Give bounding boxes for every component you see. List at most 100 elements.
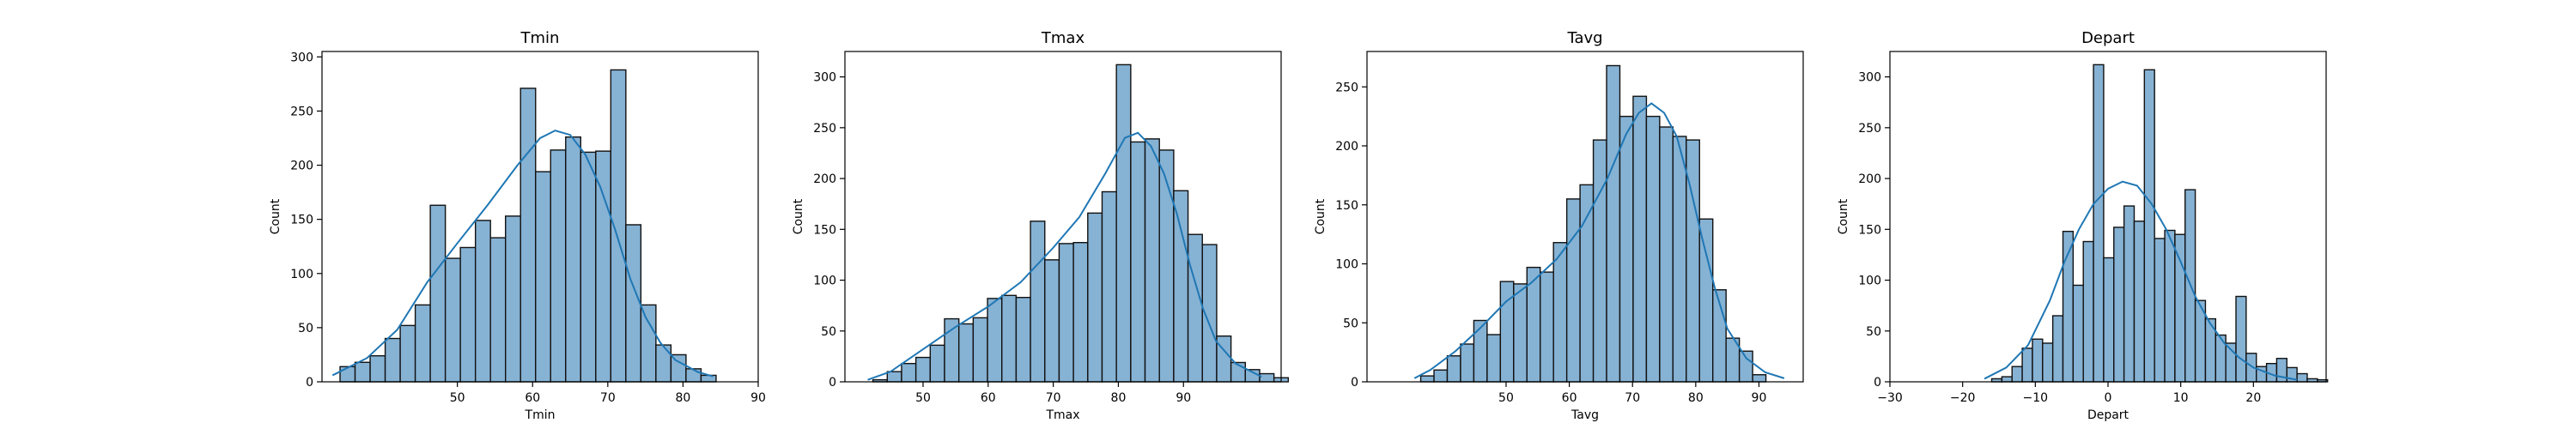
y-tick-label: 250 — [1858, 122, 1881, 136]
histogram-bar — [1158, 149, 1175, 383]
y-tick-label: 50 — [821, 325, 836, 339]
y-tick-label: 300 — [1858, 71, 1881, 85]
histogram-bar — [2082, 240, 2094, 383]
histogram-bar — [2174, 233, 2186, 383]
histogram-bar — [1460, 343, 1475, 383]
y-tick-label: 200 — [1858, 172, 1881, 186]
kde-line — [1413, 102, 1785, 379]
y-axis-label: Count — [1314, 198, 1327, 234]
x-tick-label: 0 — [2105, 391, 2112, 405]
histogram-bar — [2032, 338, 2044, 383]
histogram-bar — [565, 136, 582, 383]
x-tick-label: 80 — [1688, 391, 1704, 405]
histogram-bar — [2133, 221, 2146, 383]
chart-panel-depart: −30 −20 −10 0 10 20050100150200250300DepartDe… — [1837, 29, 2329, 422]
histogram-bar — [1101, 190, 1117, 383]
histogram-bar — [700, 374, 717, 383]
y-tick-label: 50 — [1866, 325, 1881, 339]
x-tick-label: 50 — [1498, 391, 1514, 405]
histogram-bar — [2072, 284, 2084, 383]
y-axis-label: Count — [1837, 198, 1850, 234]
x-tick-label: 50 — [915, 391, 931, 405]
histogram-bar — [957, 323, 975, 383]
histogram-bar — [1173, 190, 1189, 383]
chart-panel-tavg: 50 60 70 80 90 0 50 100 150 200 250 Tavg Tavg Count — [1314, 29, 1804, 422]
histogram-bar — [1473, 319, 1488, 383]
x-tick-label: 50 — [450, 391, 465, 405]
histogram-bar — [640, 304, 657, 383]
y-tick-label: 150 — [1335, 199, 1358, 213]
y-tick-label: 150 — [813, 223, 836, 237]
y-tick-label: 0 — [306, 376, 313, 390]
y-tick-label: 150 — [290, 214, 313, 227]
histogram-bar — [595, 150, 612, 383]
y-tick-label: 50 — [298, 322, 313, 335]
y-tick-label: 300 — [290, 51, 313, 64]
histogram-bar — [2051, 315, 2064, 383]
histogram-bar — [1540, 271, 1554, 383]
kde-line — [331, 130, 714, 378]
chart-title: Tavg — [1566, 29, 1602, 47]
histogram-bar — [685, 368, 702, 383]
histogram-bar — [1552, 242, 1568, 383]
x-tick-label: −30 — [1877, 391, 1903, 405]
histogram-bar — [1672, 136, 1687, 383]
chart-title: Depart — [2081, 29, 2135, 47]
histogram-bar — [535, 171, 551, 383]
histogram-bar — [1606, 64, 1621, 383]
histogram-bar — [1187, 233, 1203, 383]
histogram-bar — [1645, 115, 1661, 383]
y-tick-label: 0 — [1351, 376, 1358, 390]
histogram-bar — [1058, 243, 1074, 383]
histogram-bar — [444, 257, 461, 383]
histogram-bar — [1738, 350, 1753, 383]
x-tick-label: 60 — [525, 391, 540, 405]
x-tick-label: 60 — [1562, 391, 1577, 405]
y-axis-label: Count — [269, 198, 283, 234]
y-tick-label: 250 — [290, 105, 313, 118]
y-tick-label: 100 — [813, 275, 836, 288]
histogram-bar — [2143, 69, 2155, 383]
x-tick-label: 90 — [1176, 391, 1191, 405]
x-tick-label: 80 — [675, 391, 690, 405]
x-tick-label: 70 — [1046, 391, 1061, 405]
x-tick-label: −20 — [1950, 391, 1976, 405]
histogram-bar — [1030, 221, 1046, 383]
histogram-bar — [2042, 342, 2054, 383]
x-tick-label: 80 — [1111, 391, 1127, 405]
chart-panel-tmax: 50 60 70 80 90 0 50 100 150 200 250 300 Tmax Tmax Coun… — [792, 29, 1290, 422]
histogram-bar — [625, 224, 642, 383]
histogram-bar — [2011, 366, 2023, 383]
histogram-bar — [901, 362, 917, 383]
y-tick-label: 100 — [290, 268, 313, 281]
histogram-bar — [550, 149, 567, 383]
histogram-bar — [1419, 375, 1435, 383]
kde-line — [1984, 180, 2298, 381]
y-tick-label: 100 — [1335, 258, 1358, 272]
histogram-bar — [972, 317, 988, 383]
x-tick-label: 90 — [750, 391, 766, 405]
x-axis-label: Tmax — [1045, 408, 1079, 422]
histogram-bar — [1072, 242, 1089, 383]
histogram-bar — [944, 317, 960, 383]
histogram-bar — [580, 151, 597, 383]
chart-panel-tmin: 50 60 70 80 90 0 50 100 150 200 250 300 Tmin Tmin Coun… — [269, 29, 766, 422]
histogram-bar — [929, 344, 945, 383]
y-tick-label: 200 — [290, 160, 313, 173]
x-axis-label: Depart — [2087, 408, 2129, 422]
y-tick-label: 100 — [1858, 275, 1881, 288]
histogram-bar — [886, 371, 902, 383]
histogram-bar — [1044, 259, 1060, 383]
histogram-bar — [1513, 283, 1528, 383]
histogram-bar — [339, 366, 356, 383]
y-tick-label: 250 — [1335, 81, 1358, 94]
histogram-bar — [1619, 115, 1634, 383]
histogram-bar — [1433, 369, 1449, 383]
histogram-bar — [655, 344, 672, 383]
histogram-bar — [2154, 238, 2166, 383]
histogram-bar — [2001, 376, 2013, 383]
histogram-bar — [459, 246, 477, 383]
histogram-bar — [519, 88, 537, 383]
chart-title: Tmin — [520, 29, 560, 47]
